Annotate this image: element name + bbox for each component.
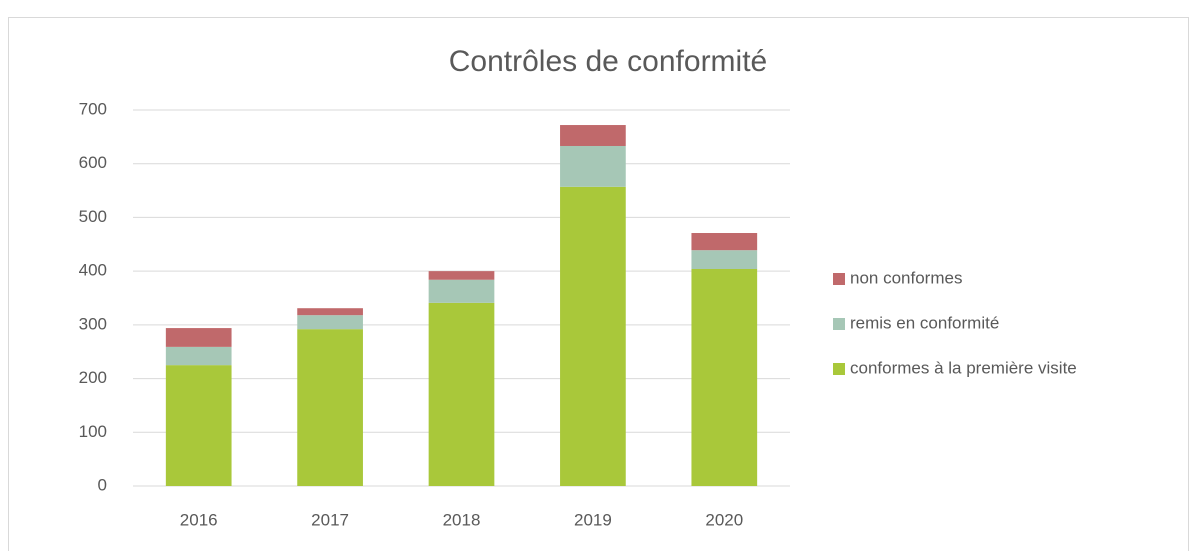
x-tick-label: 2016 <box>180 510 218 529</box>
y-tick-label: 100 <box>79 422 107 441</box>
bar-segment <box>691 268 758 486</box>
y-tick-label: 200 <box>79 368 107 387</box>
bar-segment <box>691 233 758 251</box>
legend-label: non conformes <box>850 268 962 287</box>
y-tick-label: 500 <box>79 207 107 226</box>
legend-swatch <box>833 363 845 375</box>
chart-title: Contrôles de conformité <box>449 45 768 78</box>
bar-segment <box>297 315 363 330</box>
legend-swatch <box>833 318 845 330</box>
bar-segment <box>165 328 232 347</box>
y-tick-label: 400 <box>79 261 107 280</box>
legend-label: conformes à la première visite <box>850 358 1077 377</box>
bar-segment <box>560 145 626 187</box>
legend-label: remis en conformité <box>850 313 999 332</box>
x-tick-label: 2019 <box>574 510 612 529</box>
bar-segment <box>428 271 495 280</box>
x-tick-label: 2020 <box>705 510 743 529</box>
x-tick-label: 2017 <box>311 510 349 529</box>
y-tick-label: 700 <box>79 99 107 118</box>
y-tick-label: 0 <box>98 475 107 494</box>
bar-segment <box>165 346 232 366</box>
bar-segment <box>297 308 363 316</box>
bar-segment <box>165 365 232 486</box>
bar-segment <box>428 302 495 486</box>
bar-segment <box>297 329 363 486</box>
bar-segment <box>560 125 626 146</box>
legend-swatch <box>833 273 845 285</box>
x-tick-label: 2018 <box>443 510 481 529</box>
bar-segment <box>428 279 495 303</box>
y-tick-label: 300 <box>79 314 107 333</box>
bar-segment <box>560 186 626 486</box>
y-tick-label: 600 <box>79 153 107 172</box>
bar-segment <box>691 250 758 269</box>
